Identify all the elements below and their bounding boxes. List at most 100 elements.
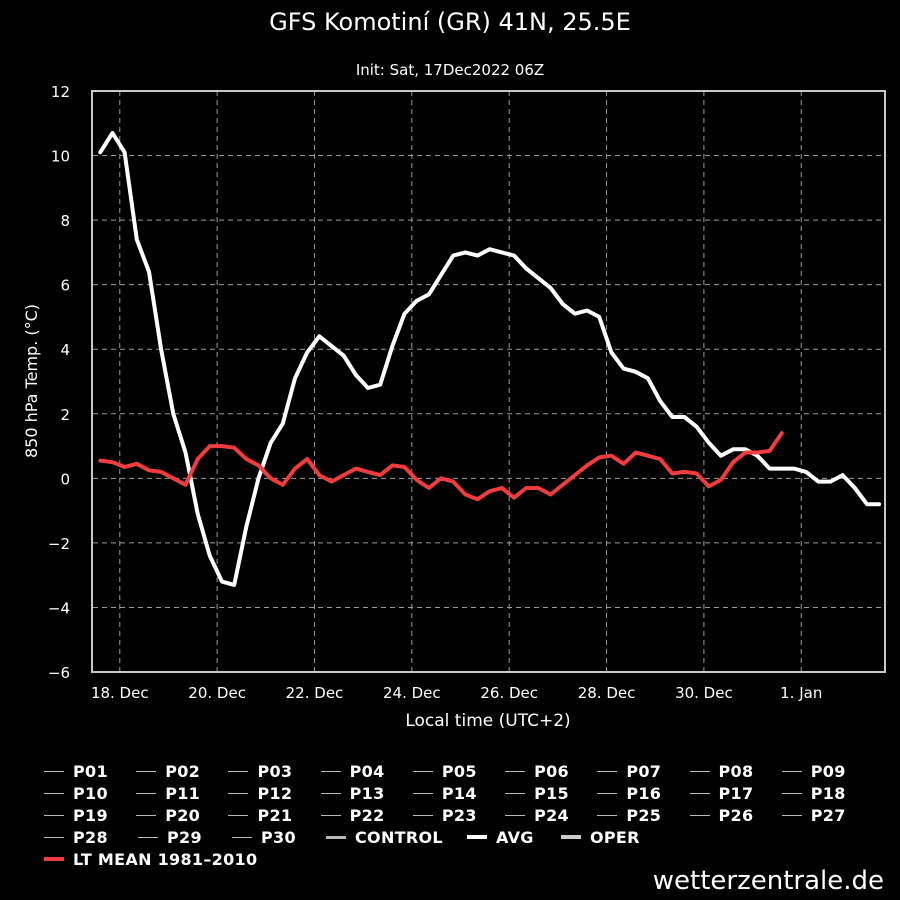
legend-label: P10	[73, 783, 108, 803]
legend-item-p28: P28	[44, 828, 138, 847]
legend-row-4: P28 P29 P30 CONTROL AVG OPER	[44, 826, 874, 848]
legend-item-p13: P13	[320, 784, 413, 803]
legend-item-p09: P09	[781, 761, 874, 781]
legend-line-swatch	[228, 792, 249, 794]
chart-title: GFS Komotiní (GR) 41N, 25.5E	[269, 8, 631, 36]
y-tick-label: −6	[48, 664, 70, 682]
legend-line-swatch	[597, 814, 618, 816]
legend-label: CONTROL	[355, 827, 443, 847]
x-tick-label: 20. Dec	[188, 684, 246, 702]
legend-line-swatch	[138, 836, 158, 838]
legend-item-p14: P14	[412, 783, 505, 803]
brand-watermark: wetterzentrale.de	[652, 866, 884, 896]
legend-item-p19: P19	[44, 806, 136, 825]
x-tick-label: 30. Dec	[675, 684, 733, 702]
legend-label: P20	[165, 805, 201, 825]
series-lines	[98, 131, 882, 587]
y-tick-label: 4	[60, 341, 70, 359]
legend-line-swatch	[232, 836, 252, 838]
chart-svg: GFS Komotiní (GR) 41N, 25.5E Init: Sat, …	[22, 8, 886, 731]
legend-item-p16: P16	[597, 784, 689, 803]
x-tick-labels: 18. Dec 20. Dec 22. Dec 24. Dec 26. Dec 28. D…	[91, 684, 822, 702]
legend-line-swatch	[561, 835, 581, 839]
legend-item-p23: P23	[412, 805, 505, 825]
legend-line-swatch	[505, 814, 526, 816]
legend-label: P08	[718, 761, 754, 781]
legend-line-swatch	[136, 770, 157, 772]
legend-line-swatch	[320, 792, 341, 794]
legend-item-p17: P17	[689, 783, 782, 803]
legend-line-swatch	[412, 814, 433, 816]
legend-label: P14	[441, 783, 477, 803]
legend-row-5: LT MEAN 1981–2010	[44, 848, 874, 870]
y-tick-labels: −6 −4 −2 0 2 4 6 8 10 12	[48, 83, 70, 682]
y-tick-label: 8	[60, 212, 70, 230]
legend-label: P24	[534, 805, 569, 825]
legend-item-p03: P03	[228, 762, 320, 781]
legend-item-avg: AVG	[467, 828, 561, 847]
legend-label: P05	[441, 761, 477, 781]
legend-item-p10: P10	[44, 784, 136, 803]
legend-label: P11	[165, 783, 201, 803]
legend-line-swatch	[505, 770, 526, 772]
legend-line-swatch	[781, 770, 802, 772]
y-tick-label: −4	[48, 599, 70, 617]
legend-label: P22	[349, 805, 385, 825]
legend-label: P23	[441, 805, 477, 825]
legend-label: P09	[810, 761, 846, 781]
legend-line-swatch	[597, 770, 618, 772]
legend-item-p25: P25	[597, 806, 689, 825]
legend-label: P26	[718, 805, 754, 825]
legend-label: P15	[534, 783, 569, 803]
legend-line-swatch	[136, 814, 157, 816]
legend-label: P27	[810, 805, 846, 825]
legend-item-p18: P18	[781, 784, 874, 803]
legend-line-swatch	[320, 814, 341, 816]
legend-line-swatch	[597, 792, 618, 794]
legend-item-p08: P08	[689, 761, 782, 781]
legend-label: P25	[626, 805, 662, 825]
x-tick-label: 26. Dec	[480, 684, 538, 702]
legend-line-swatch	[689, 770, 710, 772]
legend-line-swatch	[689, 792, 710, 794]
legend-item-p11: P11	[136, 784, 228, 803]
legend-line-swatch	[412, 770, 433, 772]
legend-line-swatch	[467, 835, 487, 839]
grid-lines	[93, 91, 884, 672]
legend-label: OPER	[590, 827, 640, 847]
legend-item-p02: P02	[136, 762, 228, 781]
legend-label: LT MEAN 1981–2010	[73, 849, 258, 869]
legend-item-oper: OPER	[561, 828, 655, 847]
legend-item-p21: P21	[228, 806, 320, 825]
y-tick-label: 2	[60, 406, 70, 424]
legend-item-p01: P01	[44, 762, 136, 781]
plot-frame	[91, 90, 886, 673]
legend-item-p27: P27	[781, 805, 874, 825]
legend-label: P29	[167, 827, 202, 847]
legend-item-p06: P06	[505, 762, 597, 781]
legend-label: P12	[257, 783, 293, 803]
legend-label: AVG	[496, 827, 534, 847]
legend-line-swatch	[44, 836, 64, 838]
legend-label: P02	[165, 761, 201, 781]
y-tick-label: 12	[51, 83, 70, 101]
legend-label: P17	[718, 783, 754, 803]
y-axis-label: 850 hPa Temp. (°C)	[22, 304, 41, 458]
x-tick-label: 24. Dec	[383, 684, 441, 702]
legend-item-p22: P22	[320, 805, 413, 825]
legend-item-p20: P20	[136, 806, 228, 825]
legend-item-p29: P29	[138, 828, 232, 847]
legend-line-swatch	[320, 770, 341, 772]
legend-label: P28	[73, 827, 108, 847]
legend-line-swatch	[505, 792, 526, 794]
legend-item-p30: P30	[232, 828, 326, 847]
legend-line-swatch	[44, 770, 64, 772]
legend-label: P01	[73, 761, 108, 781]
legend-line-swatch	[44, 857, 64, 861]
y-tick-label: −2	[48, 535, 70, 553]
legend-item-p24: P24	[505, 806, 597, 825]
x-axis-label: Local time (UTC+2)	[405, 711, 570, 731]
legend-row-3: P19 P20 P21 P22 P23 P24 P25 P26 P27	[44, 804, 874, 826]
legend-label: P21	[257, 805, 293, 825]
legend-label: P19	[73, 805, 108, 825]
